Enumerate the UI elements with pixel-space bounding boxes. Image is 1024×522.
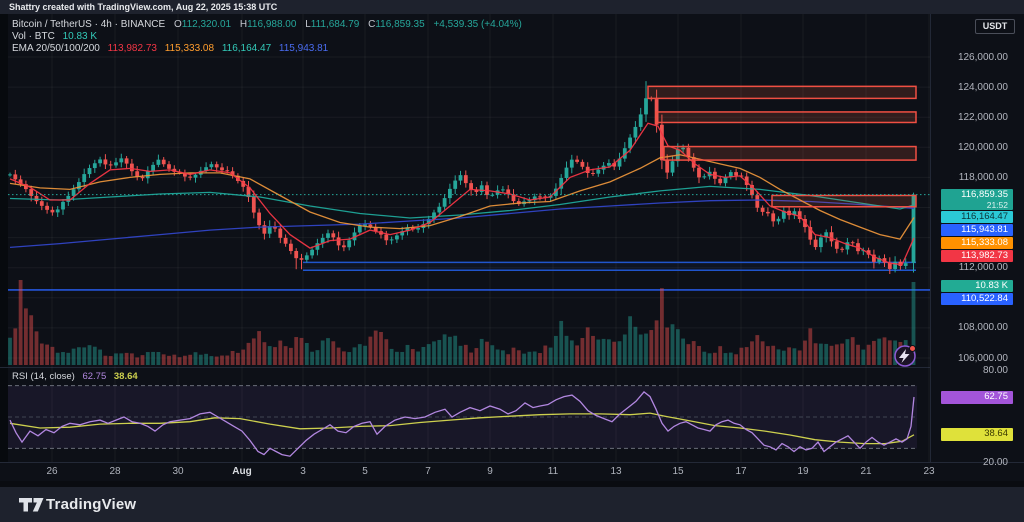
- time-axis-label: 28: [109, 466, 121, 477]
- price-axis-label: 108,000.00: [957, 322, 1008, 334]
- tradingview-logo-icon[interactable]: [19, 497, 45, 513]
- ema200-value: 115,943.81: [278, 43, 329, 54]
- time-axis-label: 15: [672, 466, 684, 477]
- change-value: +4,539.35 (+4.04%): [433, 19, 522, 30]
- price-axis-label: 126,000.00: [957, 51, 1008, 63]
- attribution-bar: Shattry created with TradingView.com, Au…: [0, 0, 1024, 14]
- open-label: O: [173, 19, 182, 30]
- price-axis-label: 120,000.00: [957, 141, 1008, 153]
- high-label: H: [239, 19, 248, 30]
- ema50-badge: 115,333.08: [941, 237, 1013, 249]
- volume-line-badge: 110,522.84: [941, 293, 1013, 305]
- tradingview-brand-text[interactable]: TradingView: [46, 496, 137, 513]
- open-value: 112,320.01: [181, 19, 232, 30]
- ema50-value: 115,333.08: [164, 43, 215, 54]
- volume-row[interactable]: Vol · BTC 10.83 K: [12, 31, 522, 43]
- attribution-text: Shattry created with TradingView.com, Au…: [9, 2, 278, 12]
- ema-label: EMA 20/50/100/200: [12, 43, 100, 54]
- time-axis-label: 7: [425, 466, 431, 477]
- ema20-badge: 113,982.73: [941, 250, 1013, 262]
- price-axis-label: 118,000.00: [958, 171, 1008, 183]
- volume-value: 10.83 K: [62, 31, 98, 42]
- last-price-badge: 116,859.35 21:52: [941, 189, 1013, 210]
- rsi-axis-label: 80.00: [982, 364, 1008, 376]
- rsi-axis-label: 20.00: [982, 457, 1008, 468]
- low-value: 111,684.79: [310, 19, 360, 30]
- time-axis-label: 19: [797, 466, 809, 477]
- high-value: 116,988.00: [247, 19, 297, 30]
- ema100-value: 116,164.47: [221, 43, 272, 54]
- time-axis-label: 9: [487, 466, 493, 477]
- ema200-badge: 115,943.81: [941, 224, 1013, 236]
- footer-bar: TradingView: [0, 487, 1024, 522]
- symbol-title[interactable]: Bitcoin / TetherUS · 4h · BINANCE: [12, 19, 166, 30]
- rsi-title: RSI (14, close): [12, 371, 75, 382]
- low-label: L: [305, 19, 311, 30]
- price-axis-label: 106,000.00: [957, 352, 1008, 364]
- price-axis-label: 112,000.00: [958, 262, 1008, 274]
- close-label: C: [368, 19, 376, 30]
- time-axis-label: 17: [735, 466, 747, 477]
- ema100-badge: 116,164.47: [941, 211, 1013, 223]
- rsi-value-badge: 62.75: [941, 391, 1013, 404]
- time-axis-label: 3: [300, 466, 306, 477]
- currency-toggle-button[interactable]: USDT: [975, 19, 1015, 34]
- time-axis-label: 11: [547, 466, 559, 477]
- volume-badge: 10.83 K: [941, 280, 1013, 292]
- volume-label: Vol · BTC: [12, 31, 55, 42]
- rsi-pane-separator: [0, 367, 1024, 368]
- time-axis-label: 23: [923, 466, 935, 477]
- rsi-ma-value: 38.64: [113, 371, 138, 382]
- bottom-gap: [0, 481, 1024, 487]
- time-axis-label: Aug: [232, 466, 252, 477]
- symbol-row[interactable]: Bitcoin / TetherUS · 4h · BINANCE O112,3…: [12, 19, 522, 31]
- price-axis-label: 122,000.00: [957, 111, 1008, 123]
- left-edge-strip: [0, 14, 8, 481]
- time-axis-label: 26: [46, 466, 58, 477]
- time-axis-label: 30: [172, 466, 184, 477]
- time-axis-label: 5: [362, 466, 368, 477]
- rsi-ma-badge: 38.64: [941, 428, 1013, 441]
- chart-legend[interactable]: Bitcoin / TetherUS · 4h · BINANCE O112,3…: [12, 19, 522, 55]
- time-axis-panel[interactable]: [0, 462, 1024, 481]
- price-axis-label: 124,000.00: [957, 81, 1008, 93]
- ema20-value: 113,982.73: [107, 43, 157, 54]
- rsi-legend[interactable]: RSI (14, close) 62.75 38.64: [12, 371, 138, 382]
- close-value: 116,859.35: [375, 19, 425, 30]
- ema-row[interactable]: EMA 20/50/100/200 113,982.73 115,333.08 …: [12, 43, 522, 55]
- rsi-value: 62.75: [82, 371, 107, 382]
- time-axis-label: 13: [610, 466, 622, 477]
- chart-background: [0, 14, 1024, 462]
- time-axis-label: 21: [860, 466, 872, 477]
